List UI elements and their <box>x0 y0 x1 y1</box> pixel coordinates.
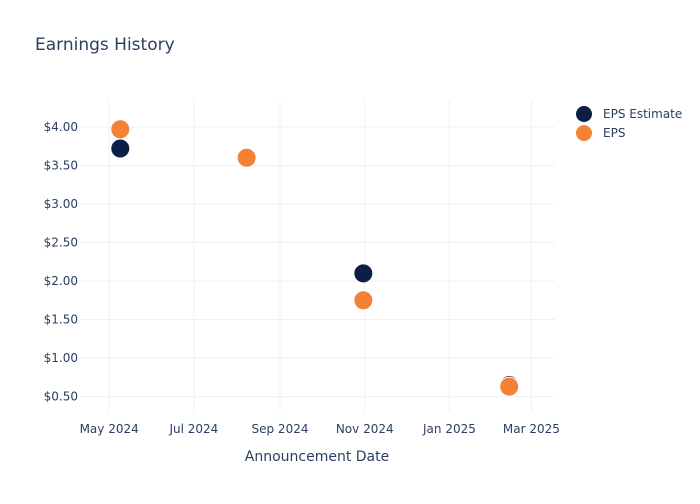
eps-point[interactable] <box>110 119 131 140</box>
y-tick-label: $3.00 <box>44 197 78 211</box>
y-tick-label: $1.00 <box>44 351 78 365</box>
x-tick-label: Mar 2025 <box>503 422 560 436</box>
y-tick-label: $0.50 <box>44 390 78 404</box>
x-tick-label: Jul 2024 <box>168 422 218 436</box>
y-tick-label: $2.00 <box>44 274 78 288</box>
y-tick-label: $2.50 <box>44 236 78 250</box>
legend-marker <box>576 106 592 122</box>
legend-label: EPS <box>603 126 625 140</box>
x-axis-title: Announcement Date <box>245 449 389 465</box>
legend-marker <box>576 125 592 141</box>
x-tick-label: May 2024 <box>80 422 139 436</box>
eps-estimate-point[interactable] <box>353 263 374 284</box>
chart-title: Earnings History <box>35 35 175 55</box>
y-tick-label: $1.50 <box>44 313 78 327</box>
legend-item-eps-estimate[interactable]: EPS Estimate <box>576 106 682 122</box>
y-tick-label: $4.00 <box>44 120 78 134</box>
eps-point[interactable] <box>499 376 520 397</box>
legend[interactable]: EPS Estimate EPS <box>576 106 682 141</box>
y-axis-ticks: $0.50 $1.00 $1.50 $2.00 $2.50 $3.00 $3.50 $4.00 <box>44 120 78 404</box>
eps-estimate-point[interactable] <box>110 138 131 159</box>
x-tick-label: Jan 2025 <box>422 422 476 436</box>
x-tick-label: Nov 2024 <box>336 422 394 436</box>
eps-point[interactable] <box>353 290 374 311</box>
x-tick-label: Sep 2024 <box>252 422 309 436</box>
y-tick-label: $3.50 <box>44 158 78 172</box>
data-points <box>110 119 520 397</box>
legend-item-eps[interactable]: EPS <box>576 125 625 141</box>
x-axis-ticks: May 2024 Jul 2024 Sep 2024 Nov 2024 Jan 2025… <box>80 422 560 436</box>
legend-label: EPS Estimate <box>603 107 682 121</box>
eps-point[interactable] <box>236 147 257 168</box>
grid-lines <box>80 100 555 412</box>
